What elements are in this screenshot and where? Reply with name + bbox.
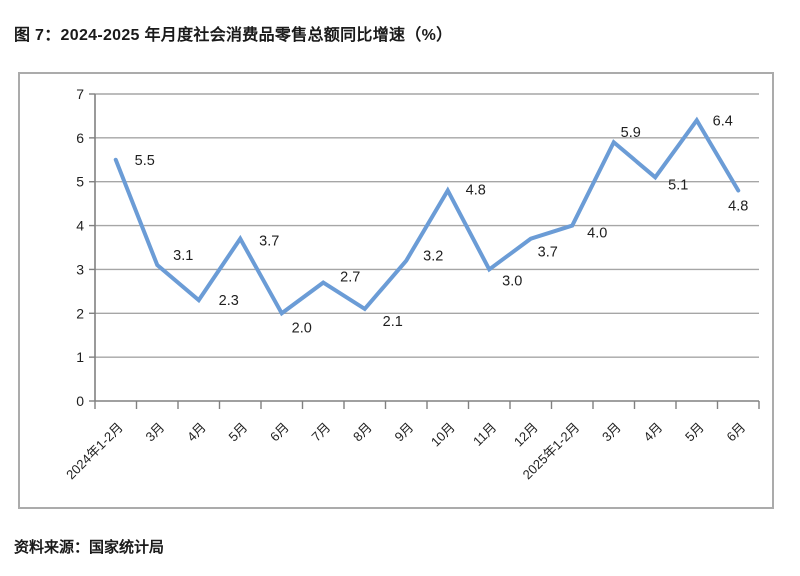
y-axis-label: 2	[76, 305, 84, 321]
value-label: 3.7	[538, 245, 558, 261]
value-label: 5.9	[621, 125, 641, 141]
y-axis-label: 0	[76, 393, 84, 409]
x-axis-label: 2024年1-2月	[63, 420, 126, 483]
data-line	[113, 116, 741, 317]
x-axis-label: 4月	[640, 420, 665, 445]
x-axis-label: 7月	[308, 420, 333, 445]
x-axis-label: 8月	[350, 420, 375, 445]
y-axis-label: 7	[76, 86, 84, 102]
x-axis-label: 9月	[391, 420, 416, 445]
y-axis-label: 6	[76, 130, 84, 146]
value-label: 2.0	[292, 320, 312, 336]
source-note: 资料来源：国家统计局	[14, 539, 165, 556]
x-axis-label: 5月	[682, 420, 707, 445]
x-axis-label: 6月	[267, 420, 292, 445]
x-axis-label: 4月	[184, 420, 209, 445]
value-label: 3.2	[423, 249, 443, 265]
value-label: 3.7	[259, 234, 279, 250]
value-label: 3.0	[502, 273, 522, 289]
x-axis-label: 3月	[142, 420, 167, 445]
value-label: 4.0	[587, 226, 607, 242]
x-axis-label: 10月	[428, 420, 458, 450]
chart-container: 0 1 2 3 4 5 6 7 5.5 3.1 2.3 3.7 2.0 2.7 2.1 3.2 4.8 3.0 3.…	[18, 72, 774, 509]
x-axis-label: 12月	[511, 420, 541, 450]
x-axis-label: 5月	[225, 420, 250, 445]
value-label: 2.1	[383, 314, 403, 330]
x-axis-label: 6月	[723, 420, 748, 445]
value-label: 5.1	[668, 177, 688, 193]
y-axis-label: 3	[76, 261, 84, 277]
value-label: 4.8	[466, 182, 486, 198]
y-axis-label: 1	[76, 349, 84, 365]
value-label: 4.8	[728, 198, 748, 214]
value-label: 5.5	[135, 153, 155, 169]
x-axis-label: 3月	[599, 420, 624, 445]
figure-title: 图 7：2024-2025 年月度社会消费品零售总额同比增速（%）	[14, 27, 453, 44]
line-chart: 0 1 2 3 4 5 6 7 5.5 3.1 2.3 3.7 2.0 2.7 2.1 3.2 4.8 3.0 3.…	[63, 86, 760, 483]
value-label: 3.1	[173, 248, 193, 264]
x-axis-label: 11月	[470, 420, 499, 449]
value-label: 6.4	[713, 113, 733, 129]
y-axis-label: 5	[76, 174, 84, 190]
value-label: 2.3	[219, 293, 239, 309]
value-label: 2.7	[340, 270, 360, 286]
y-axis-label: 4	[76, 218, 84, 234]
